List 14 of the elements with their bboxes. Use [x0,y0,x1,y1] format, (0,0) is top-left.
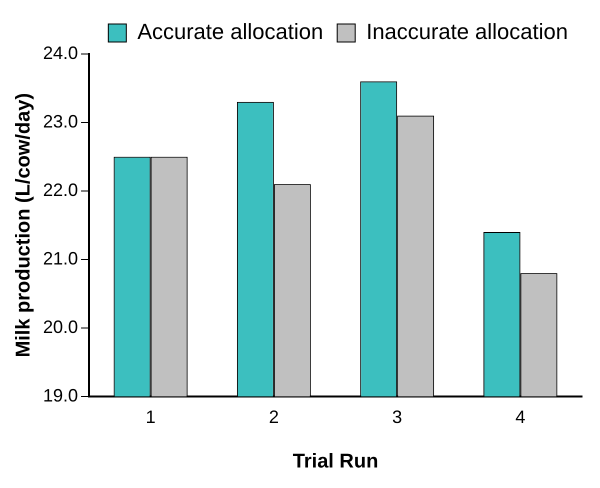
x-tick-label: 1 [146,407,156,428]
legend-label: Accurate allocation [137,19,324,44]
y-tick-label: 20.0 [42,316,78,337]
legend-label: Inaccurate allocation [366,19,568,44]
y-tick-label: 22.0 [42,180,78,200]
x-tick-label: 3 [392,407,402,428]
y-tick-label: 24.0 [42,42,78,63]
y-tick-label: 23.0 [42,111,78,132]
x-axis-title: Trial Run [292,450,378,473]
y-tick-label: 21.0 [42,248,78,268]
x-tick-label: 4 [515,407,526,428]
y-tick-label: 19.0 [42,385,78,406]
y-axis-title: Milk production (L/cow/day) [12,92,35,358]
x-tick-label: 2 [268,407,279,428]
